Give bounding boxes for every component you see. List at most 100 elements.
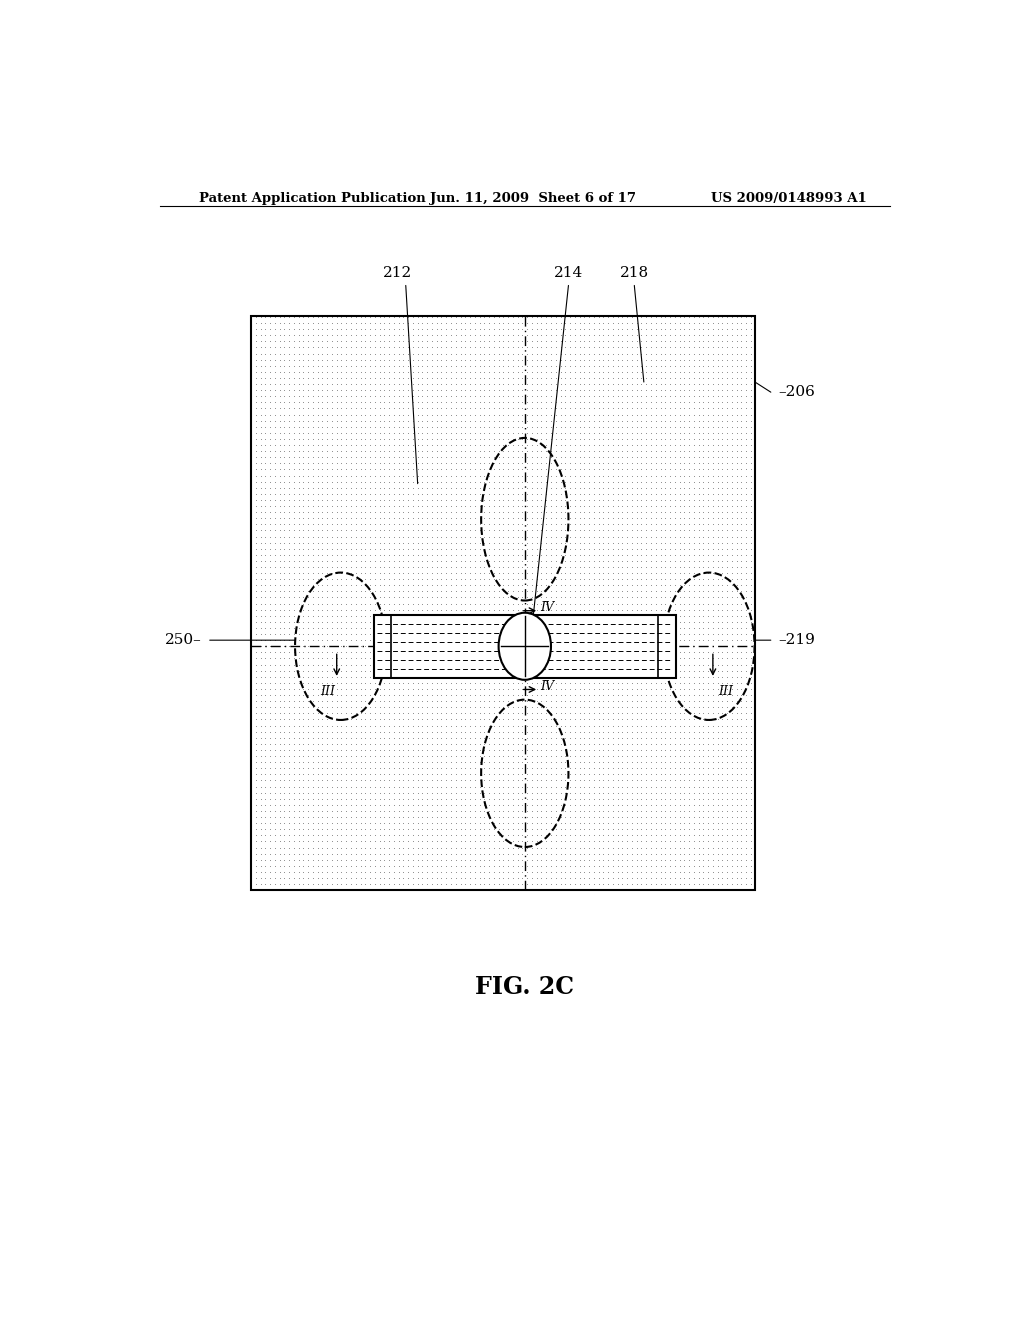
Point (667, 318, 683, 339)
Point (457, 667, 473, 688)
Point (367, 434, 383, 455)
Point (618, 697, 635, 718)
Point (728, 855, 744, 876)
Point (571, 416, 588, 437)
Point (586, 495, 602, 516)
Point (481, 630, 498, 651)
Point (562, 343, 579, 364)
Point (710, 618, 726, 639)
Point (447, 618, 464, 639)
Point (700, 849, 717, 870)
Point (728, 331, 744, 352)
Point (248, 837, 264, 858)
Point (657, 825, 674, 846)
Point (410, 337, 426, 358)
Point (728, 355, 744, 376)
Point (252, 343, 268, 364)
Point (447, 867, 464, 888)
Point (614, 678, 631, 700)
Point (485, 678, 502, 700)
Point (400, 374, 417, 395)
Point (557, 380, 573, 401)
Point (333, 653, 349, 675)
Point (510, 343, 526, 364)
Point (257, 800, 273, 821)
Point (357, 539, 374, 560)
Point (705, 751, 721, 772)
Point (357, 471, 374, 492)
Point (643, 709, 659, 730)
Point (442, 525, 459, 546)
Point (681, 734, 697, 755)
Point (361, 593, 378, 614)
Point (410, 483, 426, 504)
Point (647, 874, 664, 895)
Point (742, 459, 759, 480)
Point (733, 599, 750, 620)
Point (705, 837, 721, 858)
Point (719, 702, 735, 723)
Point (314, 690, 331, 711)
Point (591, 411, 607, 432)
Point (643, 569, 659, 590)
Point (657, 348, 674, 370)
Point (457, 751, 473, 772)
Point (252, 599, 268, 620)
Point (424, 411, 440, 432)
Point (300, 715, 316, 737)
Point (291, 672, 307, 693)
Point (662, 337, 678, 358)
Point (404, 343, 421, 364)
Point (647, 618, 664, 639)
Point (686, 727, 702, 748)
Point (447, 776, 464, 797)
Point (719, 813, 735, 834)
Point (248, 636, 264, 657)
Point (657, 362, 674, 383)
Point (481, 739, 498, 760)
Point (372, 513, 388, 535)
Point (476, 690, 493, 711)
Point (424, 751, 440, 772)
Point (672, 837, 688, 858)
Point (571, 331, 588, 352)
Point (705, 593, 721, 614)
Point (386, 611, 402, 632)
Point (566, 678, 583, 700)
Point (428, 337, 444, 358)
Text: III: III (319, 685, 335, 698)
Point (695, 618, 712, 639)
Point (695, 490, 712, 511)
Point (447, 795, 464, 816)
Point (485, 331, 502, 352)
Point (534, 788, 550, 809)
Point (690, 355, 707, 376)
Point (705, 367, 721, 388)
Point (676, 557, 692, 578)
Point (543, 653, 559, 675)
Point (462, 429, 478, 450)
Point (643, 599, 659, 620)
Point (614, 751, 631, 772)
Point (266, 776, 283, 797)
Point (609, 325, 626, 346)
Point (490, 429, 507, 450)
Point (548, 746, 564, 767)
Point (266, 678, 283, 700)
Point (624, 459, 640, 480)
Point (471, 520, 487, 541)
Point (562, 702, 579, 723)
Point (467, 795, 483, 816)
Point (419, 843, 435, 865)
Point (447, 495, 464, 516)
Point (453, 508, 469, 529)
Point (404, 313, 421, 334)
Point (538, 867, 554, 888)
Point (343, 441, 359, 462)
Point (347, 648, 364, 669)
Point (324, 525, 340, 546)
Point (633, 599, 649, 620)
Point (291, 459, 307, 480)
Point (276, 813, 293, 834)
Point (295, 758, 311, 779)
